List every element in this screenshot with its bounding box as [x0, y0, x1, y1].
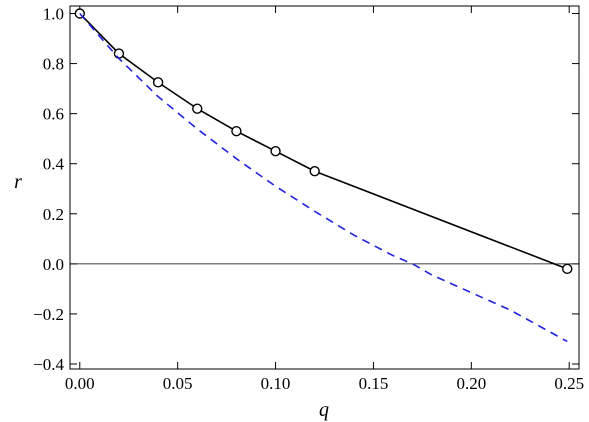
y-tick-label: 0.2 — [43, 205, 64, 224]
x-axis-label: q — [319, 399, 329, 421]
x-tick-label: 0.15 — [359, 374, 389, 393]
x-tick-label: 0.10 — [261, 374, 291, 393]
x-tick-label: 0.25 — [554, 374, 584, 393]
data-point-marker — [192, 103, 203, 114]
solid-curve — [79, 12, 568, 270]
x-tick-label: 0.00 — [65, 374, 95, 393]
data-point-marker — [562, 263, 573, 275]
data-point-marker — [231, 125, 242, 137]
x-tick-label: 0.20 — [456, 374, 486, 393]
y-tick-label: 0.4 — [43, 155, 65, 174]
y-tick-label: 0.8 — [43, 55, 64, 74]
data-point-marker — [152, 77, 164, 88]
data-point-marker — [309, 166, 320, 177]
dashed-curve — [79, 12, 568, 343]
y-tick-label: −0.4 — [33, 355, 64, 374]
x-tick-label: 0.05 — [163, 374, 193, 393]
y-axis-label: r — [14, 171, 22, 193]
data-point-marker — [113, 48, 125, 59]
plot-frame — [69, 5, 580, 370]
y-tick-label: 0.6 — [43, 105, 64, 124]
y-tick-label: −0.2 — [33, 305, 64, 324]
data-point-marker — [270, 145, 281, 157]
ticks-layer: 0.00 0.05 0.10 0.15 0.20 0.25 −0.4 −0.2 0.0 0.2 0.… — [33, 5, 584, 393]
y-tick-label: 1.0 — [43, 5, 64, 24]
series-layer — [74, 8, 573, 343]
y-tick-label: 0.0 — [43, 255, 64, 274]
